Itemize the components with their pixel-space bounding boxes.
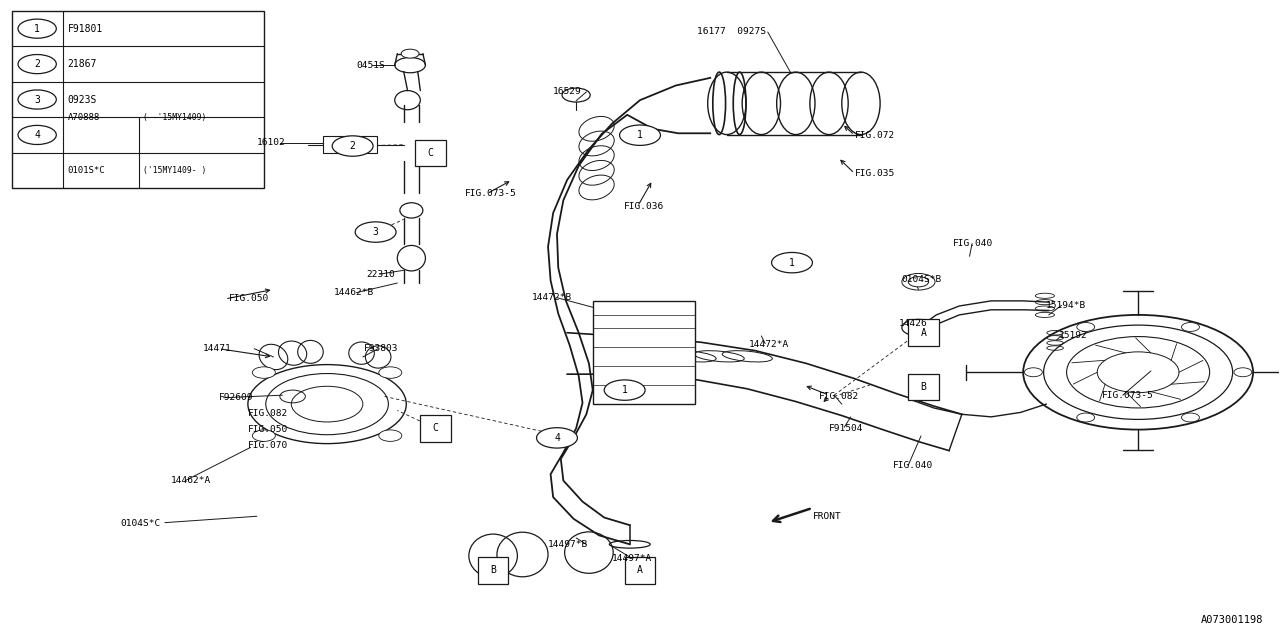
Circle shape (252, 430, 275, 442)
Text: FRONT: FRONT (813, 512, 841, 521)
Text: 16529: 16529 (553, 88, 582, 97)
Circle shape (1076, 413, 1094, 422)
Bar (324, 136, 376, 153)
Bar (909, 374, 938, 400)
Text: F91801: F91801 (68, 24, 104, 34)
Text: 2: 2 (35, 59, 40, 69)
Circle shape (620, 125, 660, 145)
Text: B: B (490, 565, 497, 575)
Circle shape (18, 19, 56, 38)
Circle shape (772, 252, 813, 273)
Text: B: B (920, 382, 927, 392)
Text: 15192: 15192 (1059, 332, 1088, 340)
Text: 0101S*C: 0101S*C (68, 166, 105, 175)
Circle shape (536, 428, 577, 448)
Text: 14497*A: 14497*A (612, 554, 652, 563)
Text: A70888: A70888 (68, 113, 100, 122)
Text: 14462*A: 14462*A (172, 476, 211, 485)
Circle shape (1024, 368, 1042, 377)
Circle shape (18, 125, 56, 145)
Text: 1: 1 (35, 24, 40, 34)
Bar (12, 11, 265, 188)
Text: FIG.073-5: FIG.073-5 (465, 189, 517, 198)
Bar (909, 319, 938, 346)
Text: 14426: 14426 (900, 319, 928, 328)
Text: 4: 4 (554, 433, 559, 443)
Bar (415, 140, 445, 166)
Text: 0923S: 0923S (68, 95, 97, 104)
Text: ('15MY1409- ): ('15MY1409- ) (143, 166, 206, 175)
Circle shape (1181, 323, 1199, 332)
Text: 2: 2 (349, 141, 356, 151)
Circle shape (252, 367, 275, 378)
Text: FIG.082: FIG.082 (248, 409, 288, 418)
Text: FIG.040: FIG.040 (893, 461, 933, 470)
Text: A073001198: A073001198 (1201, 614, 1263, 625)
Text: 1: 1 (788, 258, 795, 268)
Text: 15194*B: 15194*B (1046, 301, 1087, 310)
Text: F92609: F92609 (219, 393, 253, 403)
Text: 3: 3 (35, 95, 40, 104)
Text: FIG.050: FIG.050 (229, 294, 269, 303)
Text: 21867: 21867 (68, 59, 97, 69)
Text: FIG.035: FIG.035 (855, 169, 895, 178)
Text: FIG.070: FIG.070 (248, 441, 288, 450)
Circle shape (333, 136, 372, 156)
Text: C: C (433, 423, 439, 433)
Text: C: C (428, 148, 434, 158)
Text: 14497*B: 14497*B (548, 540, 589, 549)
Circle shape (1234, 368, 1252, 377)
Bar (593, 301, 695, 404)
Circle shape (1181, 413, 1199, 422)
Circle shape (18, 90, 56, 109)
Text: FIG.036: FIG.036 (623, 202, 663, 211)
Text: 0104S*C: 0104S*C (120, 520, 160, 529)
Text: F91504: F91504 (829, 424, 864, 433)
Text: FIG.040: FIG.040 (952, 239, 993, 248)
Bar (420, 415, 451, 442)
Circle shape (1076, 323, 1094, 332)
Text: 22310: 22310 (366, 269, 396, 278)
Text: 14472*A: 14472*A (749, 340, 788, 349)
Text: FIG.050: FIG.050 (248, 425, 288, 434)
Text: F93803: F93803 (364, 344, 398, 353)
Text: ( -'15MY1409): ( -'15MY1409) (143, 113, 206, 122)
Text: 0104S*B: 0104S*B (902, 275, 942, 284)
Text: 1: 1 (622, 385, 627, 395)
Circle shape (604, 380, 645, 400)
Circle shape (401, 49, 419, 58)
Circle shape (379, 367, 402, 378)
Text: A: A (637, 565, 643, 575)
Circle shape (355, 222, 396, 243)
Bar (625, 557, 655, 584)
Text: A: A (920, 328, 927, 338)
Text: 16177  0927S: 16177 0927S (698, 28, 767, 36)
Text: 3: 3 (372, 227, 379, 237)
Text: 14471: 14471 (204, 344, 232, 353)
Text: 1: 1 (637, 130, 643, 140)
Text: FIG.073-5: FIG.073-5 (1102, 390, 1155, 400)
Text: FIG.072: FIG.072 (855, 131, 895, 140)
Text: 0451S: 0451S (356, 61, 385, 70)
Text: FIG.082: FIG.082 (819, 392, 859, 401)
Bar (477, 557, 508, 584)
Text: 16102: 16102 (257, 138, 285, 147)
Text: 14472*B: 14472*B (531, 293, 572, 302)
Circle shape (909, 276, 929, 287)
Circle shape (379, 430, 402, 442)
Text: 4: 4 (35, 130, 40, 140)
Text: 14462*B: 14462*B (334, 288, 374, 297)
Circle shape (18, 54, 56, 74)
